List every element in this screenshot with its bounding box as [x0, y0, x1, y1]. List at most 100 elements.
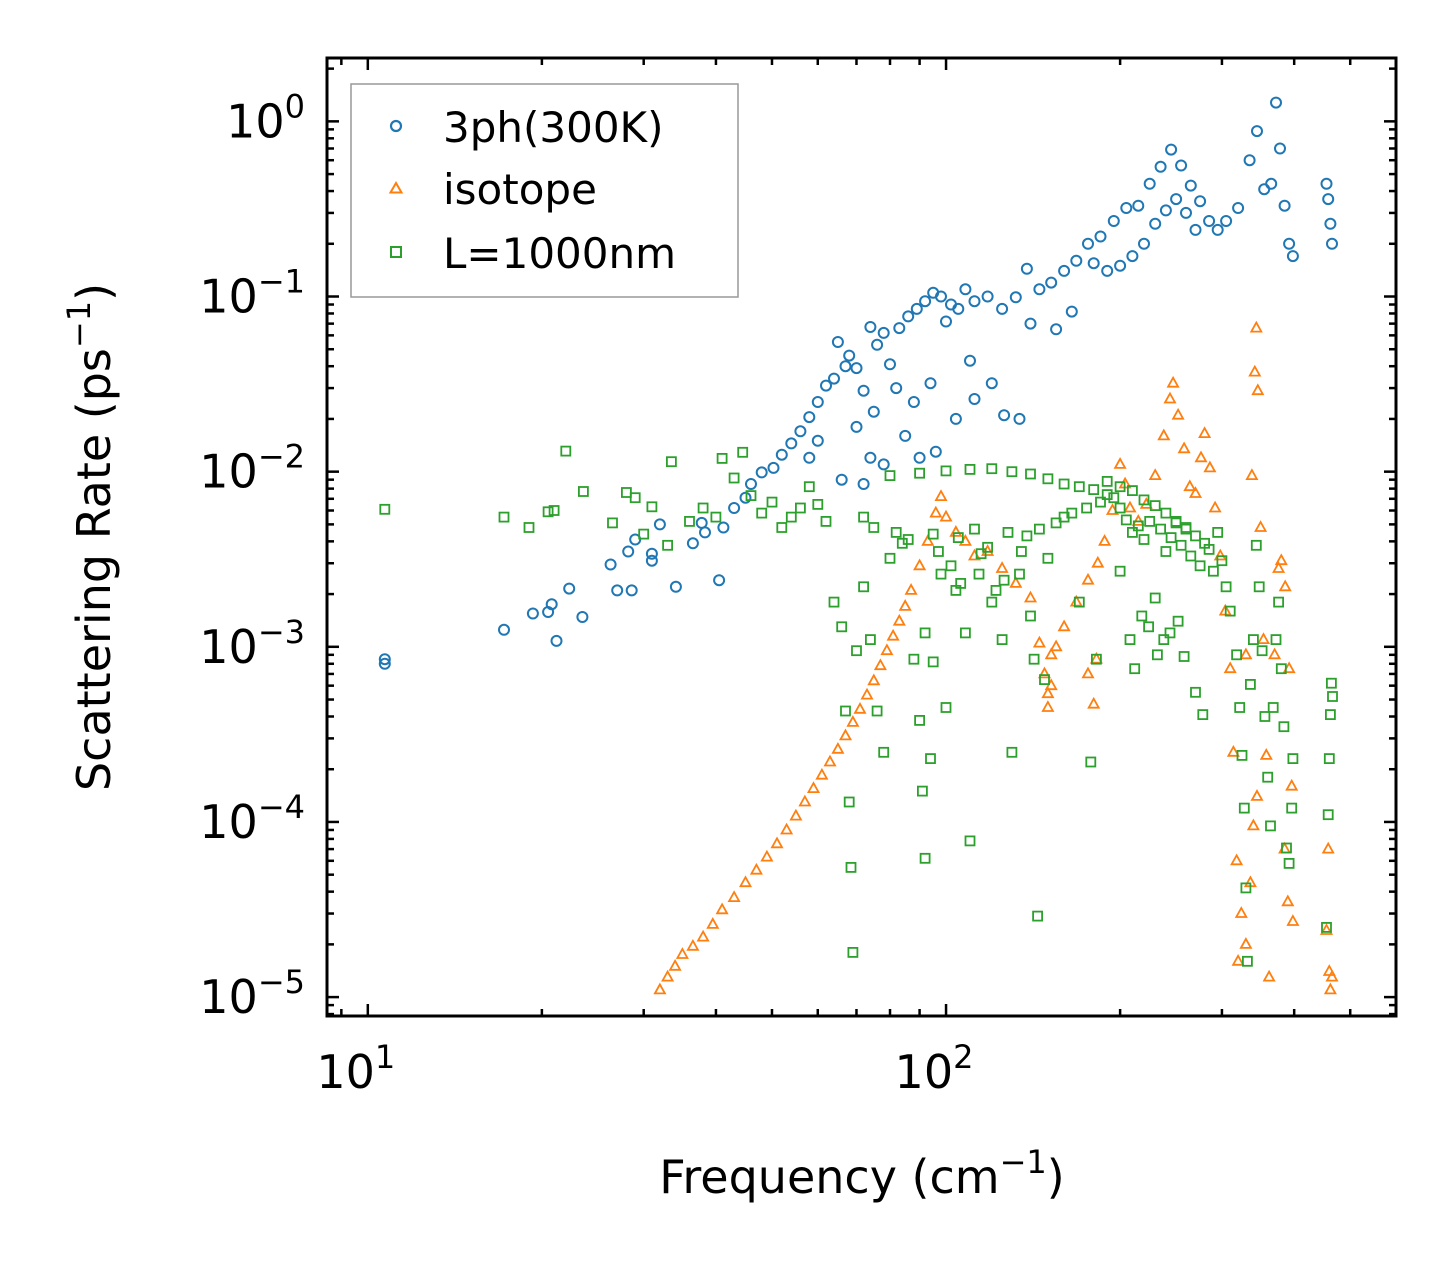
data-point [646, 501, 658, 513]
data-point [1231, 953, 1245, 966]
data-point [1081, 502, 1092, 514]
data-point [1256, 632, 1271, 644]
data-point [1098, 534, 1112, 546]
data-point [919, 295, 932, 308]
data-point [847, 947, 859, 958]
data-point [1065, 305, 1078, 318]
y-tick-label: 10−2 [199, 438, 305, 499]
data-point [845, 862, 857, 873]
data-point [998, 409, 1011, 422]
data-point [1136, 610, 1148, 622]
data-point [884, 552, 896, 564]
data-point [1246, 818, 1260, 831]
data-point [811, 434, 824, 447]
data-point [1138, 237, 1150, 250]
data-layer [378, 96, 1339, 995]
data-point [884, 470, 896, 482]
data-point [1231, 649, 1242, 661]
data-point [1319, 923, 1334, 935]
data-point [1287, 753, 1299, 764]
data-point [1281, 894, 1295, 907]
data-point [865, 634, 876, 645]
data-point [715, 902, 729, 915]
data-point [789, 808, 803, 821]
data-point [1095, 496, 1106, 508]
data-point [775, 448, 788, 461]
data-point [1281, 842, 1292, 854]
data-point [884, 358, 896, 371]
data-point [1240, 882, 1252, 894]
data-point [893, 322, 906, 335]
data-point [1250, 539, 1262, 551]
data-point [710, 511, 722, 523]
data-point [985, 377, 998, 390]
data-point [1032, 635, 1046, 648]
data-point [1212, 527, 1224, 538]
data-point [973, 568, 985, 580]
data-point [1203, 460, 1217, 473]
data-point [960, 627, 971, 639]
data-point [1248, 634, 1259, 645]
data-point [1249, 320, 1263, 333]
data-point [1152, 649, 1163, 661]
data-point [1143, 621, 1154, 633]
data-point [1009, 291, 1022, 304]
data-point [1127, 527, 1138, 538]
data-point [669, 580, 682, 593]
data-point [1172, 615, 1184, 627]
data-point [929, 445, 942, 458]
data-point [542, 506, 554, 518]
data-point [1170, 517, 1182, 529]
x-tick-label: 101 [316, 1038, 395, 1099]
data-point [919, 852, 931, 864]
data-point [803, 481, 815, 493]
data-point [1265, 820, 1276, 832]
data-point [498, 511, 510, 523]
data-point [828, 372, 840, 385]
legend: 3ph(300K) isotope L=1000nm [350, 83, 739, 298]
data-point [1088, 484, 1100, 496]
data-point [1101, 489, 1113, 501]
data-point [1250, 789, 1264, 801]
data-point [1039, 674, 1050, 685]
data-point [1087, 257, 1100, 270]
data-point [1321, 922, 1332, 933]
data-point [739, 491, 752, 504]
data-point [1160, 507, 1172, 519]
data-point [696, 929, 710, 942]
data-point [1070, 254, 1083, 267]
data-point [899, 429, 912, 442]
data-point [1197, 709, 1209, 720]
data-point [1285, 778, 1299, 791]
data-point [1189, 223, 1202, 236]
data-point [890, 382, 903, 395]
data-point [745, 478, 757, 490]
data-point [806, 781, 821, 793]
data-point [638, 528, 650, 540]
data-point [873, 658, 887, 671]
data-point [738, 875, 753, 888]
data-point [1223, 661, 1237, 674]
data-point [933, 546, 944, 557]
data-point [1132, 199, 1145, 212]
data-point [1138, 494, 1150, 506]
data-point [1220, 581, 1232, 593]
data-point [1256, 645, 1268, 657]
data-point [964, 835, 976, 847]
data-point [653, 518, 666, 531]
data-point [838, 728, 853, 741]
data-point [548, 505, 560, 516]
data-point [952, 532, 964, 543]
data-point [1114, 565, 1126, 577]
data-point [1273, 596, 1284, 608]
y-tick-label: 10−1 [199, 263, 305, 324]
legend-box [350, 83, 739, 298]
data-point [949, 412, 962, 425]
data-point [996, 634, 1008, 645]
data-point [1045, 276, 1058, 289]
data-point [851, 645, 862, 657]
data-point [904, 583, 918, 595]
data-point [1216, 555, 1228, 567]
data-point [1042, 552, 1054, 564]
data-point [1326, 677, 1337, 689]
